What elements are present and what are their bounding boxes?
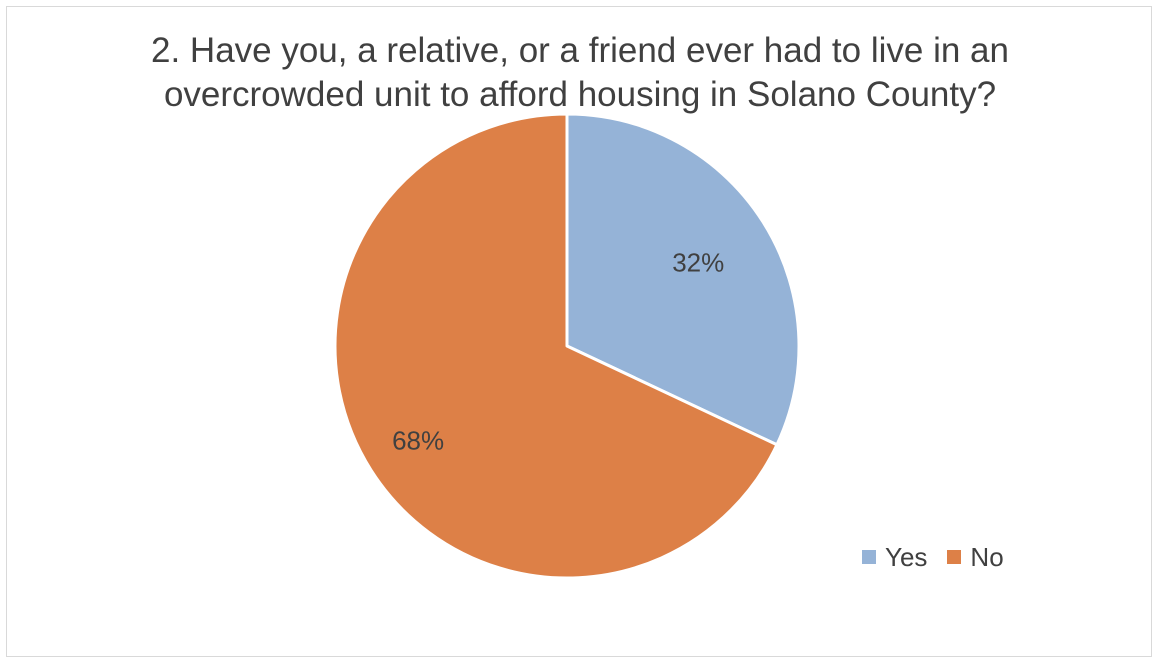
chart-title: 2. Have you, a relative, or a friend eve… bbox=[7, 29, 1153, 117]
chart-title-line-2: overcrowded unit to afford housing in So… bbox=[163, 75, 997, 114]
pie-data-labels: 32% 68% bbox=[392, 248, 724, 456]
pie-slices bbox=[333, 112, 801, 580]
pie-slice-yes bbox=[565, 112, 801, 447]
legend-swatch-yes bbox=[862, 550, 876, 564]
legend-item-yes: Yes bbox=[862, 542, 927, 573]
pie-slice-no bbox=[333, 112, 779, 580]
data-label-yes: 32% bbox=[672, 248, 724, 278]
legend-label-yes: Yes bbox=[885, 541, 928, 572]
chart-legend: Yes No bbox=[862, 540, 1004, 574]
legend-swatch-no bbox=[947, 550, 962, 564]
data-label-no: 68% bbox=[392, 425, 444, 455]
chart-title-line-1: 2. Have you, a relative, or a friend eve… bbox=[151, 31, 1009, 70]
legend-label-no: No bbox=[970, 541, 1004, 572]
legend-item-no: No bbox=[947, 541, 1004, 573]
